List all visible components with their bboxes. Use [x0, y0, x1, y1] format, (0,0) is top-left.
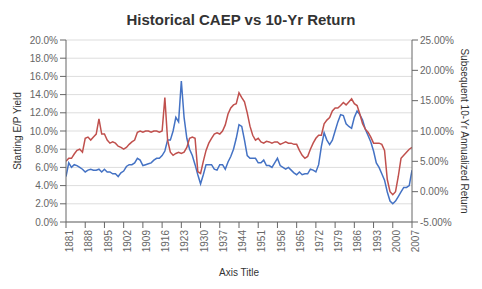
svg-text:20.0%: 20.0%: [30, 35, 58, 46]
svg-text:20.00%: 20.00%: [420, 65, 454, 76]
svg-text:1972: 1972: [314, 230, 325, 253]
html-text:Historical CAEP vs 10-Yr Retur: Historical CAEP vs 10-Yr Return: [126, 11, 356, 28]
svg-text:2.0%: 2.0%: [35, 198, 58, 209]
svg-text:6.0%: 6.0%: [35, 162, 58, 173]
svg-text:1888: 1888: [83, 230, 94, 253]
svg-text:1895: 1895: [103, 230, 114, 253]
svg-text:16.0%: 16.0%: [30, 71, 58, 82]
svg-text:1958: 1958: [276, 230, 287, 253]
svg-text:2000: 2000: [391, 230, 402, 253]
svg-text:10.0%: 10.0%: [30, 126, 58, 137]
svg-text:1979: 1979: [333, 230, 344, 253]
svg-text:Starting E/P Yield: Starting E/P Yield: [12, 92, 23, 170]
svg-text:14.0%: 14.0%: [30, 89, 58, 100]
svg-text:2007: 2007: [410, 230, 421, 253]
svg-text:Axis Title: Axis Title: [219, 267, 259, 278]
svg-text:25.00%: 25.00%: [420, 35, 454, 46]
svg-text:1902: 1902: [122, 230, 133, 253]
svg-text:4.0%: 4.0%: [35, 180, 58, 191]
svg-text:8.0%: 8.0%: [35, 144, 58, 155]
svg-text:1951: 1951: [256, 230, 267, 253]
svg-text:1944: 1944: [237, 230, 248, 253]
svg-text:1937: 1937: [218, 230, 229, 253]
svg-text:1909: 1909: [141, 230, 152, 253]
svg-text:0.00%: 0.00%: [420, 186, 448, 197]
svg-text:1923: 1923: [179, 230, 190, 253]
svg-text:1930: 1930: [199, 230, 210, 253]
svg-text:1881: 1881: [64, 230, 75, 253]
svg-text:1993: 1993: [372, 230, 383, 253]
svg-text:10.00%: 10.00%: [420, 126, 454, 137]
svg-text:Subsequent 10-Yr Annualized Re: Subsequent 10-Yr Annualized Return: [459, 48, 470, 213]
svg-text:5.00%: 5.00%: [420, 156, 448, 167]
svg-text:1986: 1986: [352, 230, 363, 253]
svg-text:1916: 1916: [160, 230, 171, 253]
svg-text:0.0%: 0.0%: [35, 217, 58, 228]
svg-text:-5.00%: -5.00%: [420, 217, 452, 228]
svg-text:15.00%: 15.00%: [420, 95, 454, 106]
svg-text:1965: 1965: [295, 230, 306, 253]
svg-text:12.0%: 12.0%: [30, 107, 58, 118]
svg-text:18.0%: 18.0%: [30, 53, 58, 64]
